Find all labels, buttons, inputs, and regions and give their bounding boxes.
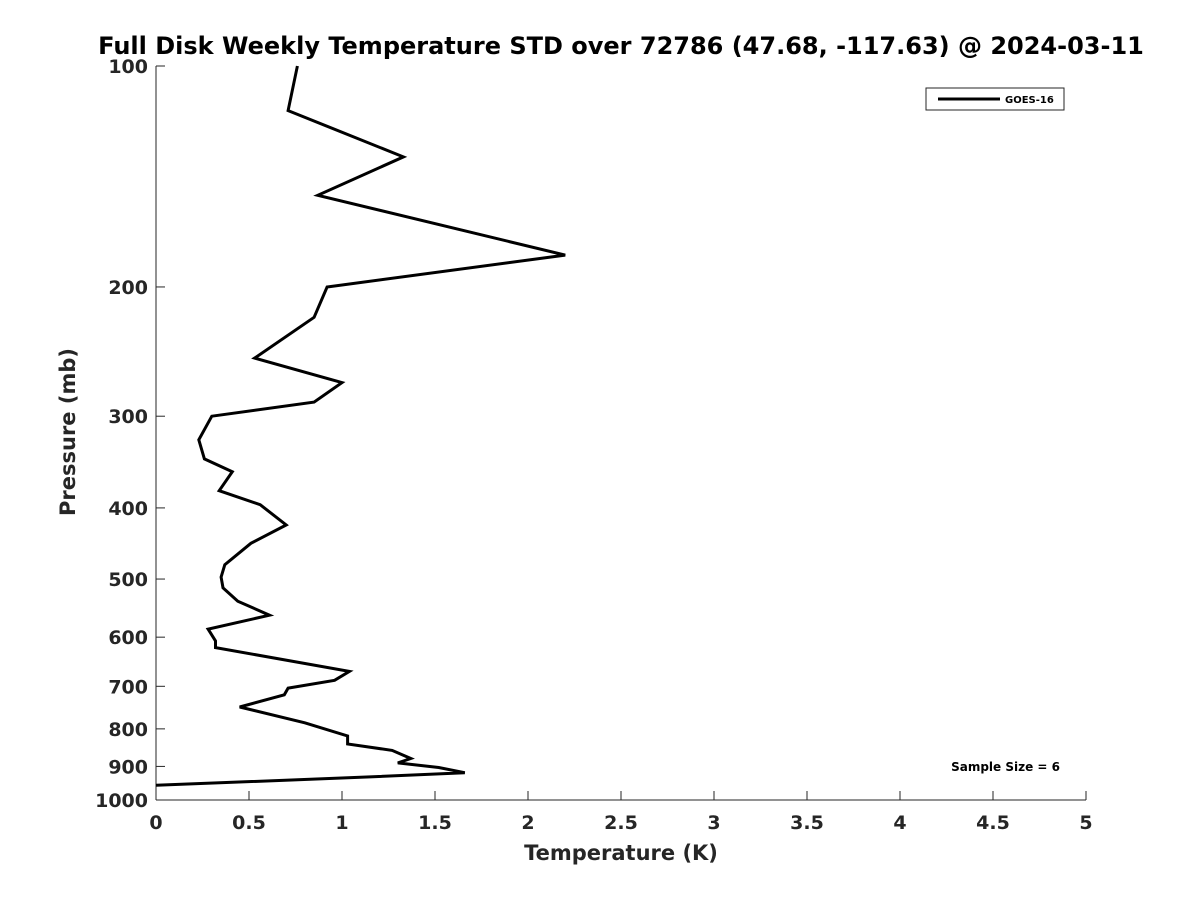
y-tick-label-8: 900: [108, 756, 148, 778]
y-tick-label-6: 700: [108, 676, 148, 698]
x-tick-label-5: 2.5: [604, 812, 638, 834]
chart-title: Full Disk Weekly Temperature STD over 72…: [98, 32, 1144, 60]
x-tick-label-9: 4.5: [976, 812, 1010, 834]
x-tick-label-4: 2: [521, 812, 534, 834]
legend-entry-goes16: GOES-16: [1005, 95, 1054, 106]
legend: GOES-16: [925, 87, 1065, 111]
x-tick-label-10: 5: [1079, 812, 1092, 834]
y-tick-label-1: 200: [108, 277, 148, 299]
x-axis-label: Temperature (K): [524, 841, 718, 865]
y-tick-label-0: 100: [108, 56, 148, 78]
x-tick-label-8: 4: [893, 812, 906, 834]
y-axis: 100 200 300 400 500 600 700 800 900 1000: [95, 56, 165, 812]
x-tick-label-3: 1.5: [418, 812, 452, 834]
x-axis: 0 0.5 1 1.5 2 2.5 3 3.5 4 4.5 5: [149, 791, 1093, 834]
sample-size-annotation: Sample Size = 6: [951, 760, 1060, 774]
y-tick-label-4: 500: [108, 569, 148, 591]
y-tick-label-3: 400: [108, 498, 148, 520]
y-tick-label-7: 800: [108, 719, 148, 741]
x-tick-label-1: 0.5: [232, 812, 266, 834]
y-tick-label-2: 300: [108, 406, 148, 428]
y-tick-label-9: 1000: [95, 790, 148, 812]
x-tick-label-7: 3.5: [790, 812, 824, 834]
y-tick-label-5: 600: [108, 627, 148, 649]
x-tick-label-6: 3: [707, 812, 720, 834]
series-line-goes16: [155, 65, 566, 787]
x-tick-label-2: 1: [335, 812, 348, 834]
y-axis-label: Pressure (mb): [56, 348, 80, 516]
x-tick-label-0: 0: [149, 812, 162, 834]
